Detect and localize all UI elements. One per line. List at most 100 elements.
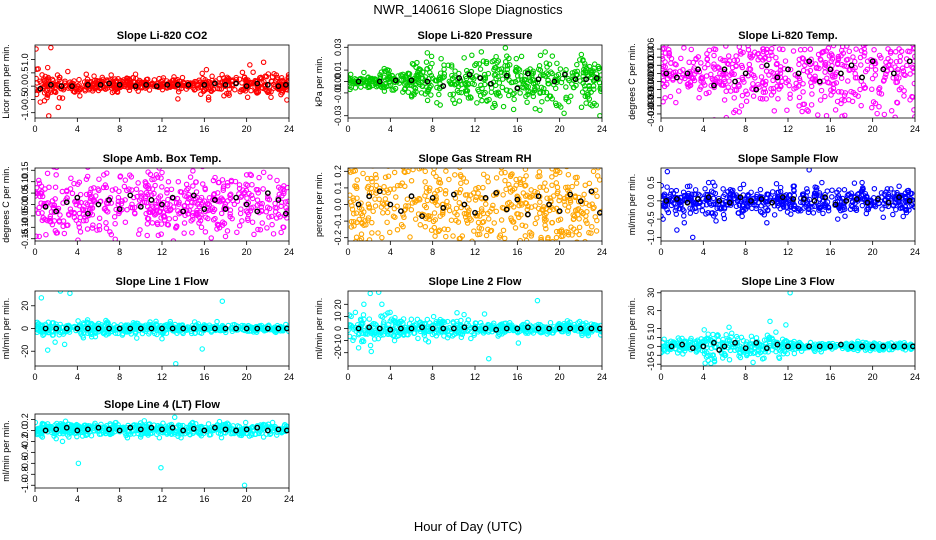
data-point-black (190, 325, 197, 332)
data-point (761, 86, 768, 92)
data-point (138, 79, 145, 86)
panel-ylabel: degrees C per min. (1, 166, 11, 243)
data-point (909, 202, 915, 208)
data-point (83, 191, 90, 198)
data-point (214, 190, 221, 196)
data-point (423, 327, 430, 334)
data-point-outlier (896, 183, 902, 190)
data-point (853, 46, 859, 52)
data-point (711, 358, 718, 364)
data-point (249, 219, 256, 225)
data-points (661, 168, 915, 241)
data-point (435, 326, 441, 333)
data-point (405, 326, 411, 333)
data-point (274, 177, 280, 184)
data-point (501, 205, 507, 211)
data-point-black (456, 75, 463, 81)
data-point (891, 117, 894, 118)
data-point (38, 200, 44, 206)
data-point (371, 168, 375, 169)
data-point (172, 215, 179, 222)
data-point (876, 103, 882, 110)
data-point (712, 211, 718, 217)
data-point (161, 217, 168, 223)
data-point (131, 204, 138, 211)
x-tick-label: 8 (743, 247, 748, 257)
data-point (423, 59, 430, 65)
data-point (664, 207, 670, 213)
data-point (507, 189, 514, 195)
data-point (227, 207, 234, 213)
data-point (423, 204, 430, 211)
data-point (701, 327, 707, 333)
data-point (540, 207, 546, 214)
data-point (480, 184, 486, 191)
data-point-outlier (478, 49, 485, 55)
x-tick-label: 0 (345, 372, 350, 382)
data-point (800, 101, 806, 108)
data-point (595, 168, 601, 171)
data-point-black (212, 325, 218, 332)
data-point (504, 53, 510, 59)
data-point (485, 216, 492, 222)
data-point (103, 225, 110, 231)
data-point-black (440, 83, 447, 89)
data-point (424, 97, 431, 104)
data-point (184, 199, 191, 206)
data-point (839, 113, 845, 118)
data-point (842, 90, 849, 96)
data-point-black (461, 201, 468, 208)
data-point (236, 185, 243, 192)
data-point (257, 201, 263, 207)
data-point (400, 320, 406, 327)
x-tick-label: 24 (597, 247, 607, 257)
data-point (154, 221, 161, 228)
data-point (259, 200, 265, 207)
data-point (380, 210, 386, 216)
data-point (888, 108, 895, 114)
x-tick-label: 12 (470, 372, 480, 382)
data-point-outlier (553, 102, 560, 109)
data-point (485, 321, 491, 328)
data-point (565, 231, 572, 238)
data-point (392, 323, 399, 330)
data-point (71, 180, 77, 187)
data-point-black (387, 326, 394, 333)
data-point (537, 184, 543, 190)
data-point (898, 85, 904, 91)
y-tick-label: 10 (333, 311, 343, 321)
data-point (385, 310, 391, 316)
data-point (903, 209, 910, 216)
data-point (734, 57, 741, 63)
data-point (496, 80, 503, 86)
data-point (522, 168, 529, 172)
data-point (786, 192, 792, 199)
data-point (385, 71, 392, 77)
data-point-black (264, 325, 271, 332)
data-point (408, 178, 415, 184)
data-point-outlier (132, 71, 139, 77)
data-point (850, 54, 856, 60)
data-point (736, 109, 743, 115)
y-tick-label: -0.5 (646, 211, 656, 227)
data-point (775, 189, 782, 196)
y-tick-label: -0.010 (646, 101, 656, 127)
data-point-black (906, 58, 913, 65)
data-point (808, 102, 815, 108)
data-point (552, 85, 559, 92)
data-point-outlier (375, 291, 382, 295)
data-point-black (848, 62, 855, 69)
data-point-outlier (713, 218, 719, 224)
data-point (829, 52, 835, 59)
data-point-black (525, 211, 531, 218)
data-point (885, 56, 891, 62)
data-point-black (222, 325, 229, 332)
data-point (441, 319, 448, 325)
data-point (668, 60, 674, 66)
data-point (817, 97, 824, 103)
data-point (130, 320, 137, 326)
data-point (663, 45, 669, 48)
data-point (128, 174, 135, 180)
